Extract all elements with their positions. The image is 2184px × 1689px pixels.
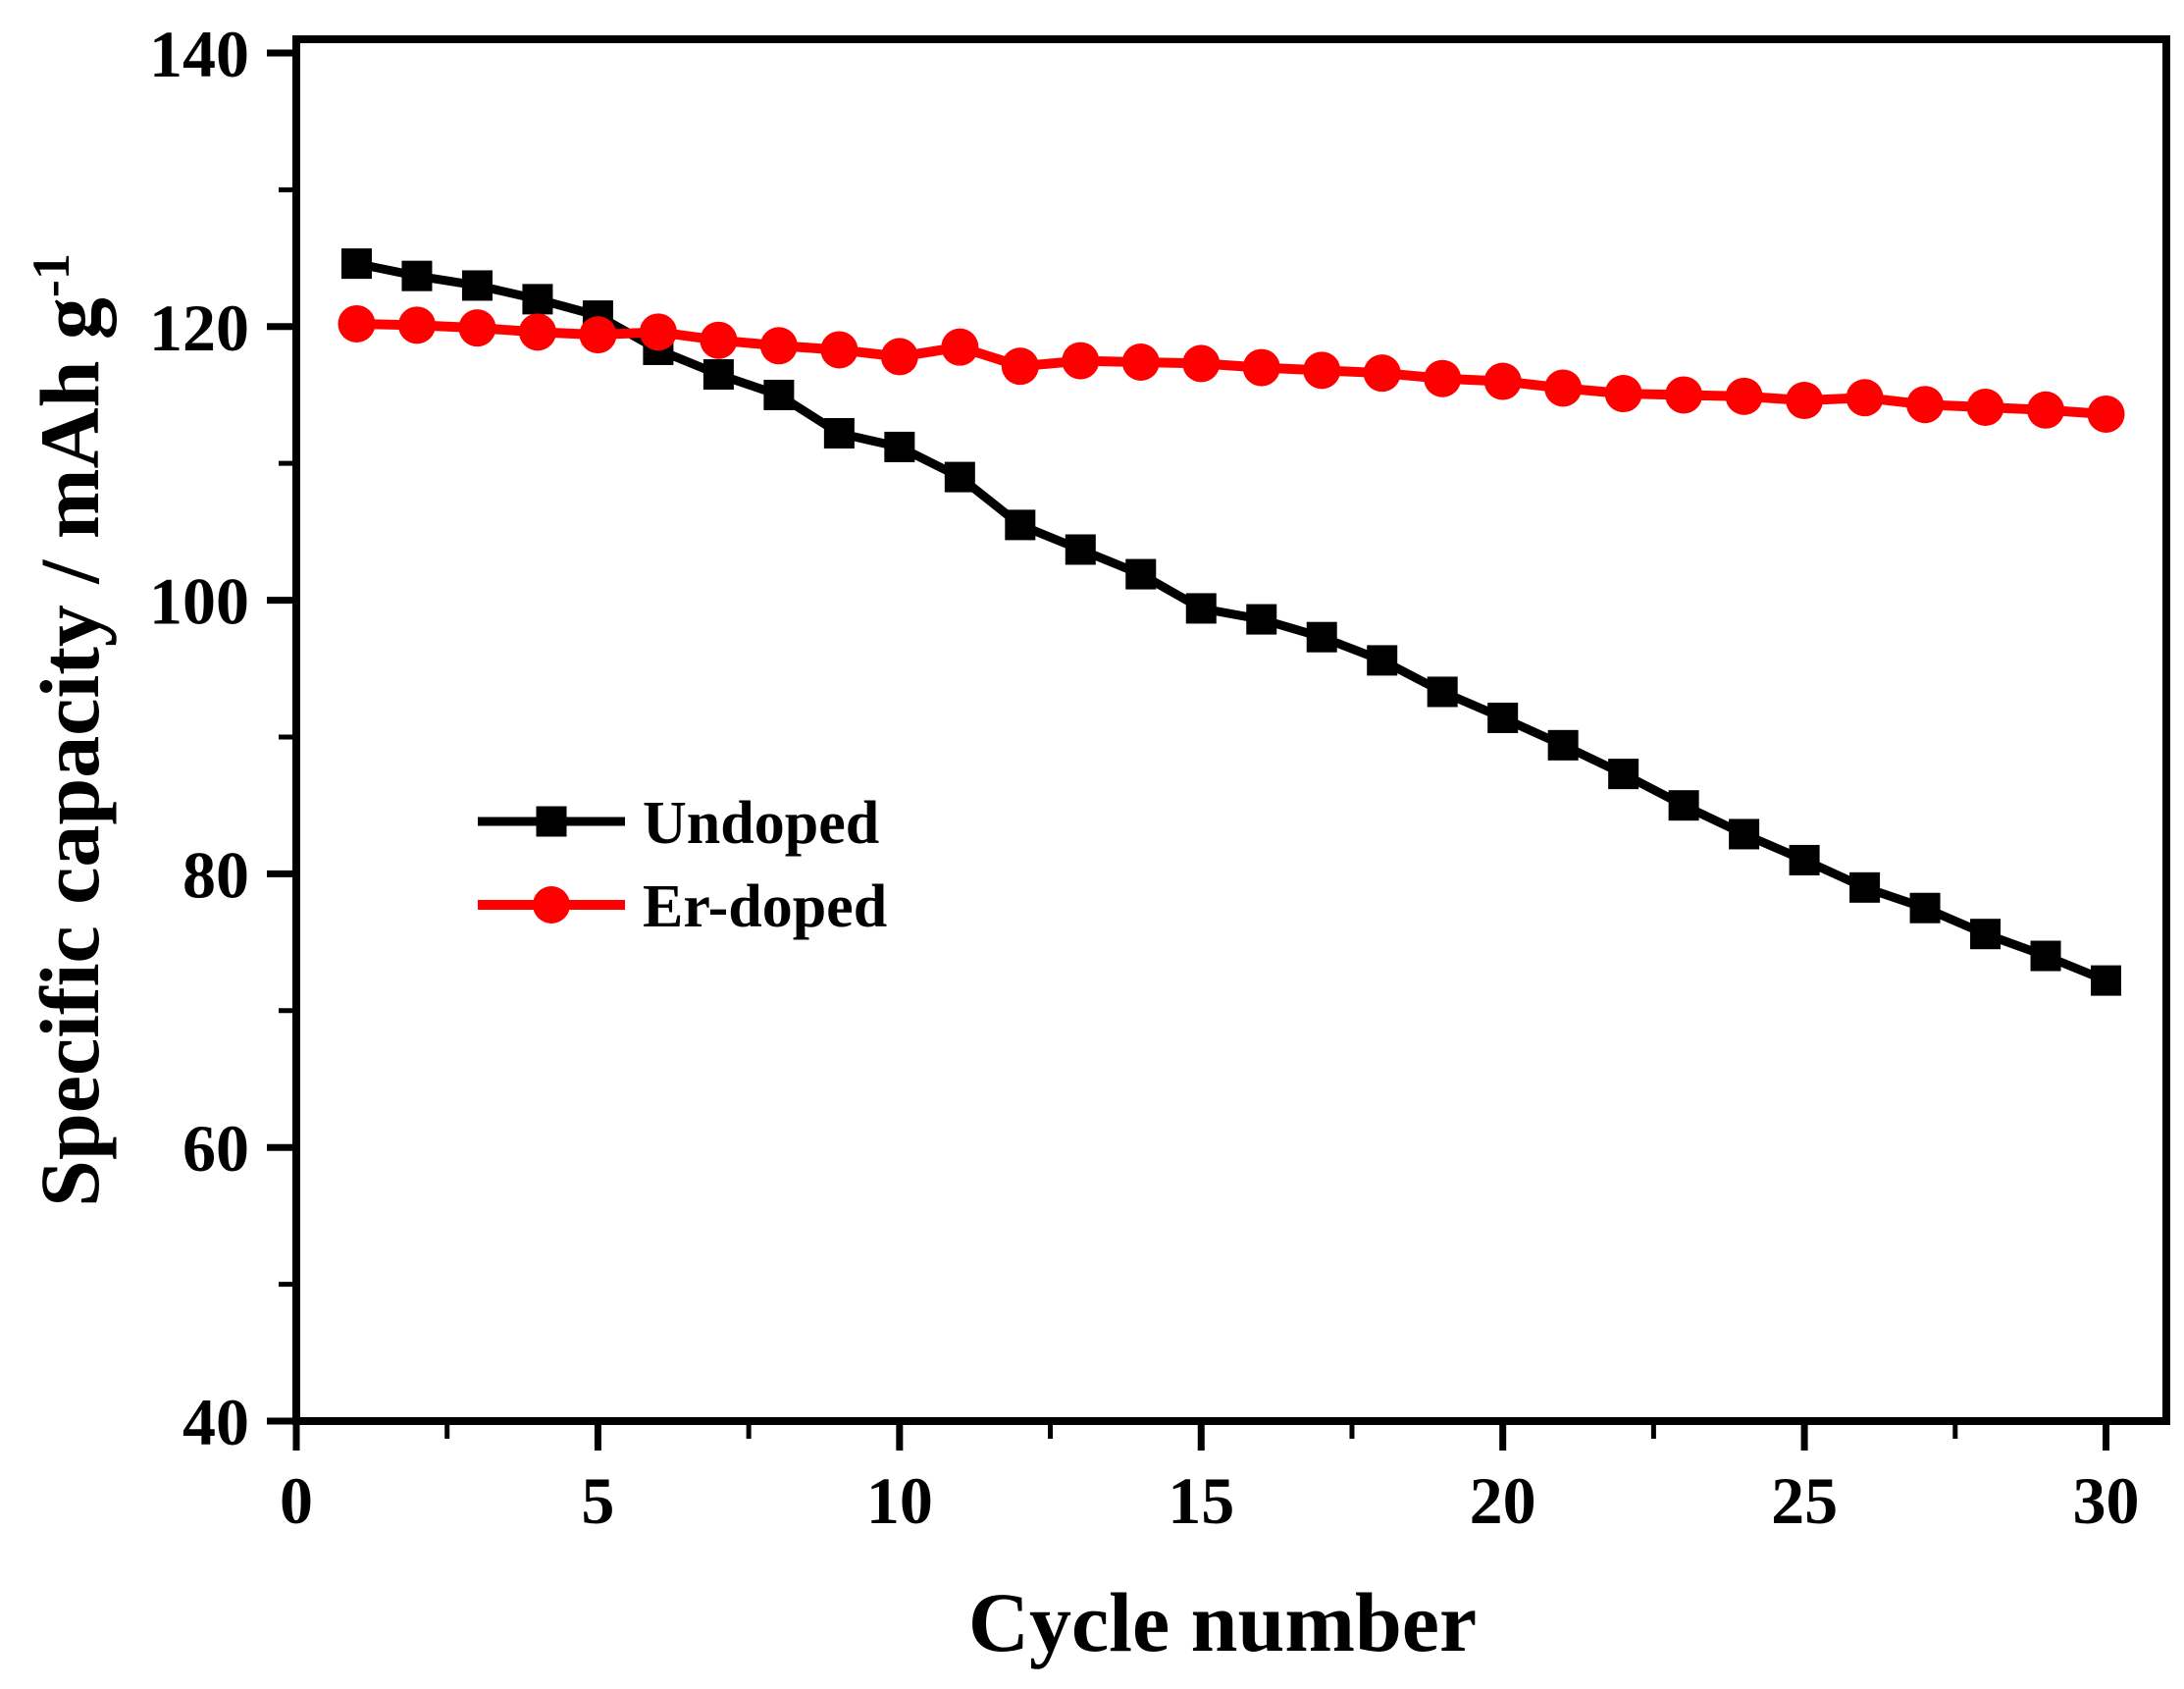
data-point-circle bbox=[1665, 376, 1703, 414]
data-point-circle bbox=[1121, 343, 1160, 381]
data-point-circle bbox=[1363, 354, 1401, 393]
data-point-circle bbox=[1544, 369, 1583, 407]
data-point-square bbox=[1789, 844, 1820, 875]
data-point-square bbox=[944, 461, 975, 493]
data-point-square bbox=[702, 359, 734, 391]
data-point-circle bbox=[518, 313, 556, 351]
data-point-square bbox=[1427, 676, 1458, 708]
series-line-er-doped bbox=[356, 318, 2106, 419]
y-tick-label: 80 bbox=[182, 837, 249, 912]
data-point-circle bbox=[1846, 379, 1884, 417]
data-point-square bbox=[1729, 818, 1760, 850]
y-tick-label: 40 bbox=[182, 1385, 249, 1459]
data-point-circle bbox=[820, 331, 858, 369]
data-point-square bbox=[884, 431, 915, 462]
data-point-square bbox=[401, 260, 433, 291]
data-point-circle bbox=[1604, 375, 1642, 413]
x-tick-label: 10 bbox=[866, 1463, 933, 1538]
data-point-circle bbox=[1786, 382, 1824, 420]
x-tick-label: 0 bbox=[280, 1463, 313, 1538]
data-point-circle bbox=[880, 338, 918, 376]
data-point-circle bbox=[579, 316, 617, 354]
x-tick-label: 30 bbox=[2073, 1463, 2140, 1538]
y-tick-label: 60 bbox=[182, 1111, 249, 1186]
data-point-square bbox=[1065, 534, 1096, 565]
plot-frame bbox=[292, 35, 2170, 1425]
data-point-circle bbox=[1182, 344, 1221, 383]
y-axis-title-main: Specific capacity / mAh g bbox=[23, 297, 117, 1207]
data-point-square bbox=[1970, 919, 2002, 950]
x-tick-label: 5 bbox=[581, 1463, 614, 1538]
data-point-circle bbox=[700, 321, 738, 359]
legend-item-er-doped: Er-doped bbox=[478, 873, 887, 940]
legend: Undoped Er-doped bbox=[478, 790, 887, 940]
data-point-square bbox=[1367, 645, 1398, 676]
x-tick-label: 20 bbox=[1470, 1463, 1536, 1538]
data-point-circle bbox=[759, 327, 798, 365]
y-tick-label: 140 bbox=[149, 17, 249, 91]
data-point-square bbox=[1306, 621, 1337, 653]
data-point-square bbox=[1668, 790, 1699, 821]
x-axis-title: Cycle number bbox=[968, 1575, 1477, 1669]
series-undoped bbox=[340, 248, 2122, 996]
legend-circle-marker-icon bbox=[533, 886, 570, 924]
y-tick-label: 120 bbox=[149, 290, 249, 365]
data-point-square bbox=[461, 270, 493, 301]
data-point-square bbox=[1487, 702, 1519, 733]
data-point-square bbox=[1849, 871, 1881, 903]
data-point-circle bbox=[1242, 348, 1280, 387]
data-point-square bbox=[2030, 940, 2061, 972]
data-point-circle bbox=[1001, 347, 1039, 386]
data-point-square bbox=[1125, 558, 1157, 590]
data-point-circle bbox=[1906, 386, 1945, 424]
data-point-square bbox=[340, 248, 372, 280]
legend-square-marker-icon bbox=[536, 806, 567, 837]
data-point-circle bbox=[1966, 389, 2004, 427]
y-tick-label: 100 bbox=[149, 564, 249, 639]
data-point-square bbox=[1547, 729, 1579, 761]
legend-item-undoped: Undoped bbox=[478, 790, 879, 857]
data-point-square bbox=[1909, 892, 1941, 924]
data-point-circle bbox=[639, 313, 677, 351]
data-point-circle bbox=[1062, 342, 1100, 380]
series-line-undoped bbox=[355, 259, 2108, 985]
data-point-circle bbox=[1483, 362, 1522, 400]
y-axis-title-superscript: -1 bbox=[22, 253, 80, 297]
data-point-circle bbox=[941, 328, 979, 366]
data-point-square bbox=[1608, 759, 1639, 790]
data-point-square bbox=[1185, 593, 1217, 624]
y-axis-title: Specific capacity / mAh g-1 bbox=[22, 253, 117, 1207]
legend-label-undoped: Undoped bbox=[643, 790, 879, 857]
data-point-square bbox=[1005, 509, 1036, 541]
data-point-square bbox=[1246, 604, 1277, 635]
data-point-circle bbox=[2027, 391, 2065, 429]
axes-ticks-layer: 0 5 10 15 20 25 30 140 120 100 80 60 40 bbox=[149, 17, 2140, 1538]
data-point-square bbox=[763, 379, 795, 410]
x-tick-label: 15 bbox=[1168, 1463, 1234, 1538]
data-point-square bbox=[823, 417, 855, 449]
series-er-doped bbox=[338, 304, 2125, 433]
data-point-circle bbox=[1424, 359, 1462, 397]
data-point-circle bbox=[2087, 395, 2125, 433]
data-point-circle bbox=[397, 306, 436, 344]
data-point-square bbox=[522, 284, 553, 315]
data-point-circle bbox=[338, 304, 376, 343]
data-point-square bbox=[2091, 965, 2122, 996]
data-point-circle bbox=[1725, 377, 1763, 415]
data-series-layer bbox=[338, 248, 2125, 996]
legend-label-er-doped: Er-doped bbox=[643, 873, 887, 940]
data-point-circle bbox=[458, 309, 496, 347]
data-point-circle bbox=[1303, 351, 1341, 390]
x-tick-label: 25 bbox=[1771, 1463, 1838, 1538]
